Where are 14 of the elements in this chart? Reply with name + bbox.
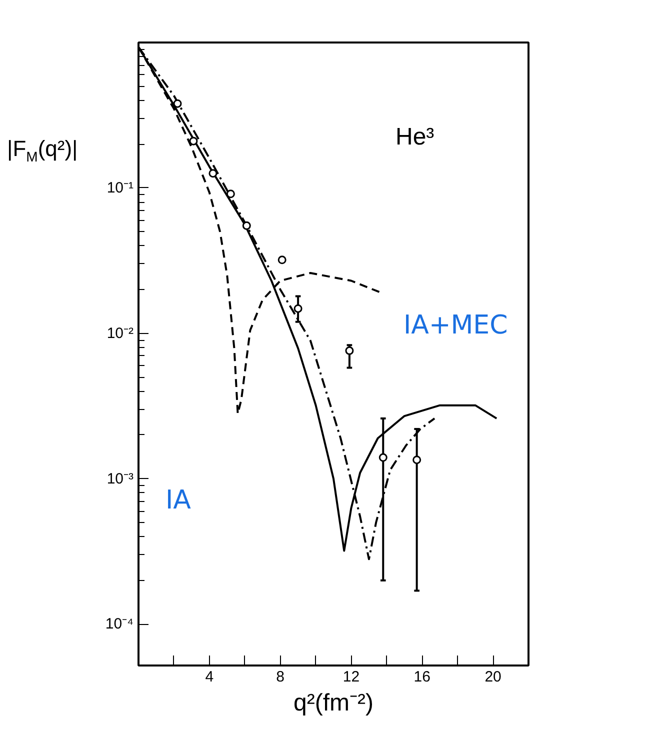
y-tick-label: 10⁻¹ <box>106 179 134 196</box>
x-tick-label: 20 <box>484 668 502 686</box>
annotation: IA <box>166 486 192 516</box>
y-tick-label: 10⁻² <box>106 324 134 342</box>
y-axis-title: |F$_{M}$(q²)| <box>7 135 78 166</box>
y-tick-label: 10⁻³ <box>106 470 134 488</box>
x-axis-title: q²(fm⁻²) <box>294 690 374 716</box>
annotation: IA+MEC <box>404 310 508 340</box>
y-tick-label: 10⁻⁴ <box>105 616 134 633</box>
annotation: He³ <box>396 124 434 150</box>
x-tick-label: 16 <box>414 668 430 686</box>
x-tick-label: 12 <box>342 668 360 686</box>
x-tick-label: 4 <box>205 668 214 686</box>
x-tick-label: 8 <box>276 668 284 686</box>
